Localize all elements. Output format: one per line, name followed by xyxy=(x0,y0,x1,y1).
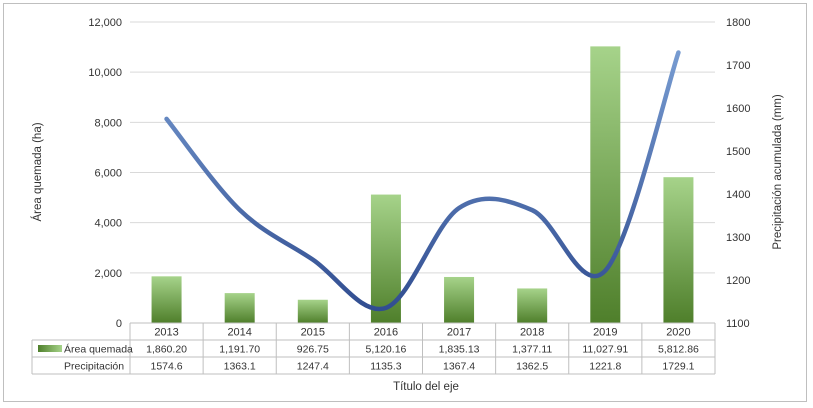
y-tick-label: 0 xyxy=(116,318,122,330)
right-axis-ticks: 1100 1200 1300 1400 1500 1600 1700 1800 xyxy=(726,17,750,330)
y2-tick-label: 1200 xyxy=(726,275,750,287)
y-tick-label: 2,000 xyxy=(94,268,122,280)
bar-2018 xyxy=(517,288,548,323)
table-value-area: 1,191.70 xyxy=(219,344,260,356)
y2-tick-label: 1100 xyxy=(726,318,750,330)
y2-axis-label: Precipitación acumulada (mm) xyxy=(772,94,784,249)
y-tick-label: 12,000 xyxy=(88,17,122,29)
category-label: 2019 xyxy=(593,327,617,339)
y-tick-label: 6,000 xyxy=(94,168,122,180)
table-value-precip: 1247.4 xyxy=(297,361,329,373)
category-label: 2020 xyxy=(666,327,690,339)
category-label: 2018 xyxy=(520,327,544,339)
y-axis-label: Área quemada (ha) xyxy=(31,122,44,221)
table-value-area: 5,120.16 xyxy=(366,344,407,356)
table-value-precip: 1363.1 xyxy=(224,361,256,373)
category-label: 2016 xyxy=(374,327,398,339)
bar-2014 xyxy=(224,293,255,323)
bar-2020 xyxy=(663,177,694,323)
category-label: 2017 xyxy=(447,327,471,339)
category-label: 2015 xyxy=(301,327,325,339)
table-value-precip: 1221.8 xyxy=(589,361,621,373)
y-tick-label: 10,000 xyxy=(88,67,122,79)
table-value-area: 926.75 xyxy=(297,344,329,356)
y2-tick-label: 1500 xyxy=(726,146,750,158)
bar-2019 xyxy=(590,46,621,323)
y-tick-label: 4,000 xyxy=(94,218,122,230)
y2-tick-label: 1600 xyxy=(726,103,750,115)
table-value-precip: 1574.6 xyxy=(151,361,183,373)
table-value-area: 1,860.20 xyxy=(146,344,187,356)
table-value-area: 1,377.11 xyxy=(512,344,552,356)
legend-key-area xyxy=(38,345,62,352)
table-value-precip: 1367.4 xyxy=(443,361,475,373)
table-value-precip: 1135.3 xyxy=(370,361,401,373)
y2-tick-label: 1700 xyxy=(726,60,750,72)
left-axis-ticks: 0 2,000 4,000 6,000 8,000 10,000 12,000 xyxy=(88,17,122,330)
bar-2017 xyxy=(444,276,475,323)
y2-tick-label: 1800 xyxy=(726,17,750,29)
data-table: 2013 2014 2015 2016 2017 2018 2019 2020 Área que… xyxy=(31,322,716,375)
precipitation-line xyxy=(164,50,681,312)
table-value-area: 5,812.86 xyxy=(658,344,699,356)
bar-2013 xyxy=(151,276,182,323)
table-value-precip: 1729.1 xyxy=(662,361,694,373)
y2-tick-label: 1300 xyxy=(726,232,750,244)
category-label: 2013 xyxy=(154,327,178,339)
y2-tick-label: 1400 xyxy=(726,189,750,201)
table-value-precip: 1362.5 xyxy=(516,361,548,373)
table-value-area: 11,027.91 xyxy=(582,344,628,356)
bar-2016 xyxy=(370,194,401,323)
bar-2015 xyxy=(297,299,328,323)
table-value-area: 1,835.13 xyxy=(439,344,480,356)
x-axis-label: Título del eje xyxy=(393,381,459,393)
legend-label-area: Área quemada xyxy=(64,343,133,356)
line-series xyxy=(164,50,681,312)
legend-label-precip: Precipitación xyxy=(64,361,124,373)
y-tick-label: 8,000 xyxy=(94,117,122,129)
category-label: 2014 xyxy=(227,327,251,339)
